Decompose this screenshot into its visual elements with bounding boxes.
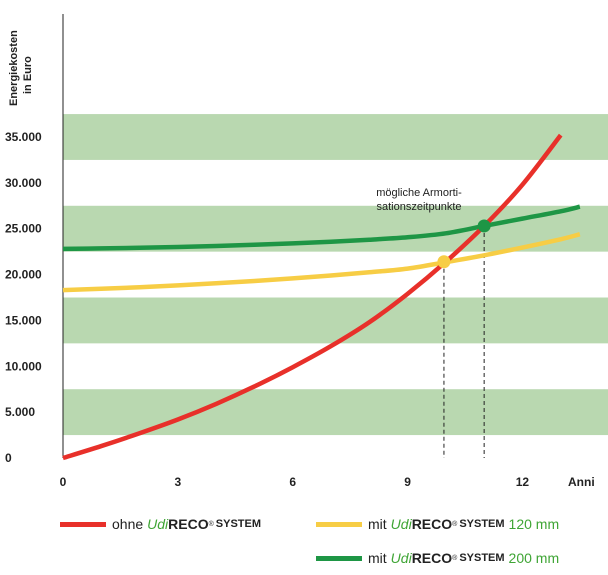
legend-swatch-200 [316, 555, 362, 561]
legend-swatch-ohne [60, 521, 106, 527]
break-even-point-0 [437, 255, 451, 269]
band-35000 [63, 114, 608, 160]
legend-brand-reco: RECO [411, 516, 453, 532]
legend-brand-system: SYSTEM [459, 518, 505, 530]
x-tick-label: 6 [289, 475, 296, 489]
x-tick-label: 0 [60, 475, 67, 489]
legend-brand-registered: ® [452, 554, 458, 562]
y-tick-label: 25.000 [5, 222, 42, 236]
chart-canvas: 0 5.000 10.000 15.000 20.000 25.000 30.000 35.0… [5, 14, 608, 489]
legend-brand-registered: ® [452, 520, 458, 528]
band-25000 [63, 205, 608, 252]
legend-brand-udi: Udi [390, 550, 412, 566]
legend-prefix: ohne [112, 516, 144, 532]
y-tick-label: 30.000 [5, 176, 42, 190]
series-line-120 [62, 232, 581, 293]
legend-item-ohne: ohne Udi RECO ® SYSTEM [60, 516, 261, 532]
legend-brand-registered: ® [208, 520, 214, 528]
x-tick-label: 9 [404, 475, 411, 489]
legend-brand-system: SYSTEM [459, 552, 505, 564]
series-line-200 [62, 204, 581, 252]
break-even-drop-lines [443, 225, 485, 458]
legend-brand-udi: Udi [147, 516, 169, 532]
y-tick-label: 35.000 [5, 130, 42, 144]
x-tick-labels: 0 3 6 9 12 [60, 475, 530, 489]
y-tick-label: 5.000 [5, 405, 35, 419]
y-tick-labels: 0 5.000 10.000 15.000 20.000 25.000 30.000 35.0… [5, 130, 42, 465]
band-15000 [63, 297, 608, 344]
y-tick-label: 10.000 [5, 359, 42, 373]
legend-suffix: 120 mm [508, 516, 560, 532]
annotation-line-2: sationszeitpunkte [377, 201, 462, 213]
break-even-point-1 [477, 219, 491, 233]
legend-brand-reco: RECO [411, 550, 453, 566]
legend-swatch-120 [316, 521, 362, 527]
annotation-line-1: mögliche Armorti- [376, 187, 462, 199]
legend-prefix: mit [368, 516, 387, 532]
legend-item-200: mit Udi RECO ® SYSTEM 200 mm [316, 550, 559, 566]
x-tick-label: 12 [516, 475, 530, 489]
x-axis-label: Anni [568, 475, 595, 489]
legend-brand-udi: Udi [390, 516, 412, 532]
legend-item-120: mit Udi RECO ® SYSTEM 120 mm [316, 516, 559, 532]
background-bands [63, 114, 608, 436]
legend-suffix: 200 mm [508, 550, 560, 566]
legend-brand-reco: RECO [168, 516, 209, 532]
break-even-points [437, 219, 491, 269]
band-5000 [63, 389, 608, 436]
y-tick-label: 0 [5, 451, 12, 465]
y-tick-label: 20.000 [5, 268, 42, 282]
y-axis-label-line-2: in Euro [22, 56, 34, 94]
y-axis-label-line-1: Energiekosten [8, 30, 20, 106]
legend-brand-system: SYSTEM [215, 518, 262, 530]
y-tick-label: 15.000 [5, 313, 42, 327]
legend-prefix: mit [368, 550, 387, 566]
x-tick-label: 3 [175, 475, 182, 489]
